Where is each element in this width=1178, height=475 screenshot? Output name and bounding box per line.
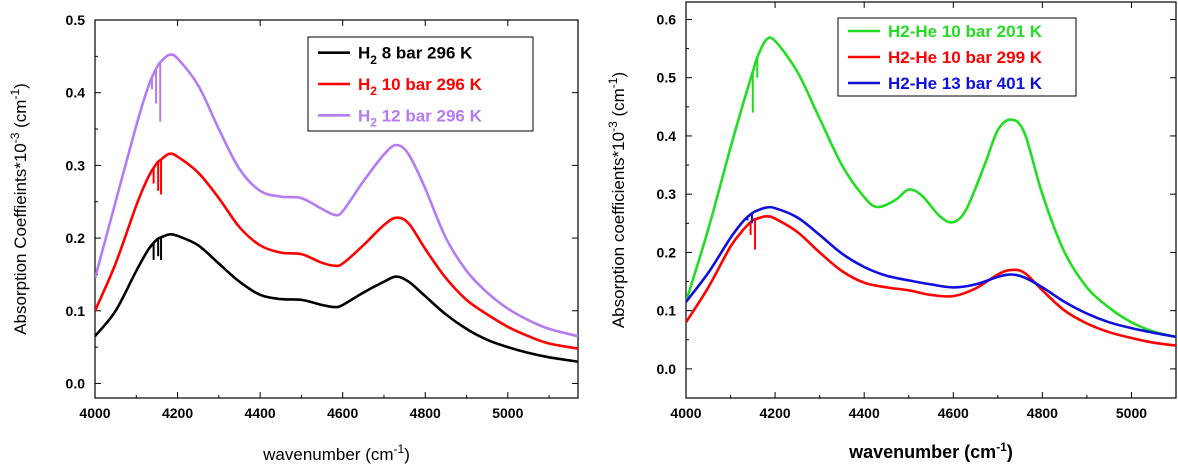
y-tick-label: 0.2 [657,244,677,260]
x-tick-label: 5000 [492,405,523,421]
y-axis-label: Absorption Coeffieints*10-3​ (cm-1​) [8,83,30,335]
y-tick-label: 0.3 [657,186,677,202]
plot-frame [94,19,579,399]
y-tick-label: 0.2 [66,230,86,246]
x-tick-label: 4400 [849,405,880,421]
y-tick-label: 0.0 [66,375,86,391]
x-tick-label: 5000 [1116,405,1147,421]
series-line-2 [686,214,1176,347]
chart-panel-1: 4000 4200 4400 4600 4800 5000 0.0 0.1 0.2 0.3 0.4 0… [8,12,579,464]
chart-panel-2: 4000 4200 4400 4600 4800 5000 0.0 0.1 0.2 0.3 0.4 0… [606,1,1177,462]
y-tick-label: 0.5 [66,12,86,28]
x-tick-label: 4000 [670,405,701,421]
x-axis-label: wavenumber (cm-1​) [848,440,1013,462]
legend-label: H2-He 13 bar 401 K [888,74,1043,93]
legend-label: H2​ 8 bar 296 K [358,44,473,67]
x-axis-label: wavenumber (cm-1​) [262,442,410,464]
legend: H2-He 10 bar 201 K H2-He 10 bar 299 K H2-H… [837,17,1077,97]
y-tick-label: 0.1 [66,303,86,319]
x-tick-label: 4200 [760,405,791,421]
y-tick-label: 0.4 [657,128,677,144]
x-tick-label: 4600 [938,405,969,421]
legend: H2​ 8 bar 296 K H2​ 10 bar 296 K H2​ 12 ba… [307,36,534,132]
series-line-3 [95,53,578,338]
legend-label: H2​ 12 bar 296 K [358,106,483,129]
series-line-1 [95,232,578,363]
series-line-2 [95,152,578,350]
plot-frame [685,1,1177,399]
series-line-1 [686,36,1176,339]
legend-label: H2​ 10 bar 296 K [358,75,483,98]
y-tick-label: 0.4 [66,85,86,101]
x-tick-label: 4400 [245,405,276,421]
y-axis-label: Absorption coefficients*10-3​ (cm-1​) [606,72,628,328]
legend-label: H2-He 10 bar 299 K [888,48,1043,67]
x-tick-label: 4600 [327,405,358,421]
x-tick-label: 4000 [79,405,110,421]
series-line-3 [686,205,1176,339]
y-tick-label: 0.3 [66,157,86,173]
y-tick-label: 0.1 [657,303,677,319]
y-tick-label: 0.6 [657,11,677,27]
y-tick-label: 0.0 [657,361,677,377]
legend-label: H2-He 10 bar 201 K [888,22,1043,41]
x-tick-label: 4800 [410,405,441,421]
x-tick-label: 4800 [1027,405,1058,421]
x-tick-label: 4200 [162,405,193,421]
y-tick-label: 0.5 [657,70,677,86]
